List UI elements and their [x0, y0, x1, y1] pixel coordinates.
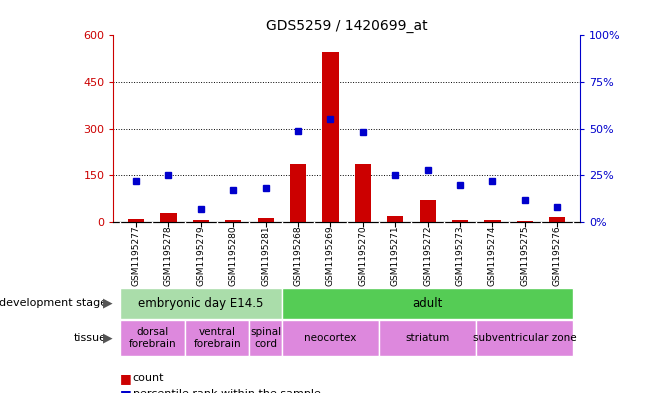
Bar [322, 53, 338, 222]
Text: GSM1195268: GSM1195268 [294, 225, 303, 286]
Bar [485, 220, 501, 222]
Text: ▶: ▶ [103, 332, 113, 345]
Text: GSM1195274: GSM1195274 [488, 225, 497, 286]
Title: GDS5259 / 1420699_at: GDS5259 / 1420699_at [266, 19, 428, 33]
Text: GSM1195280: GSM1195280 [229, 225, 238, 286]
Bar [185, 320, 249, 356]
Bar [420, 200, 435, 222]
Text: dorsal
forebrain: dorsal forebrain [128, 327, 176, 349]
Text: GSM1195278: GSM1195278 [164, 225, 173, 286]
Bar [226, 220, 241, 222]
Text: adult: adult [413, 297, 443, 310]
Text: subventricular zone: subventricular zone [473, 333, 577, 343]
Bar [193, 220, 209, 222]
Text: ▶: ▶ [103, 297, 113, 310]
Text: ■: ■ [120, 387, 132, 393]
Bar [120, 288, 282, 319]
Text: spinal
cord: spinal cord [250, 327, 281, 349]
Text: GSM1195277: GSM1195277 [132, 225, 141, 286]
Bar [128, 219, 144, 222]
Text: GSM1195270: GSM1195270 [358, 225, 367, 286]
Text: tissue: tissue [74, 333, 107, 343]
Text: count: count [133, 373, 165, 384]
Text: GSM1195279: GSM1195279 [196, 225, 205, 286]
Bar [516, 221, 533, 222]
Bar [160, 213, 176, 222]
Text: striatum: striatum [406, 333, 450, 343]
Bar [120, 320, 185, 356]
Bar [476, 320, 573, 356]
Bar [258, 218, 274, 222]
Bar [355, 165, 371, 222]
Text: ■: ■ [120, 372, 132, 385]
Text: neocortex: neocortex [305, 333, 356, 343]
Text: GSM1195276: GSM1195276 [553, 225, 562, 286]
Text: development stage: development stage [0, 298, 107, 308]
Text: GSM1195272: GSM1195272 [423, 225, 432, 286]
Text: GSM1195269: GSM1195269 [326, 225, 335, 286]
Bar [290, 165, 306, 222]
Bar [452, 220, 468, 222]
Bar [282, 320, 379, 356]
Text: percentile rank within the sample: percentile rank within the sample [133, 389, 321, 393]
Bar [550, 217, 566, 222]
Bar [379, 320, 476, 356]
Text: ventral
forebrain: ventral forebrain [193, 327, 241, 349]
Text: GSM1195271: GSM1195271 [391, 225, 400, 286]
Bar [282, 288, 573, 319]
Bar [249, 320, 282, 356]
Text: GSM1195275: GSM1195275 [520, 225, 529, 286]
Text: GSM1195273: GSM1195273 [456, 225, 465, 286]
Text: embryonic day E14.5: embryonic day E14.5 [138, 297, 264, 310]
Bar [388, 217, 403, 222]
Text: GSM1195281: GSM1195281 [261, 225, 270, 286]
